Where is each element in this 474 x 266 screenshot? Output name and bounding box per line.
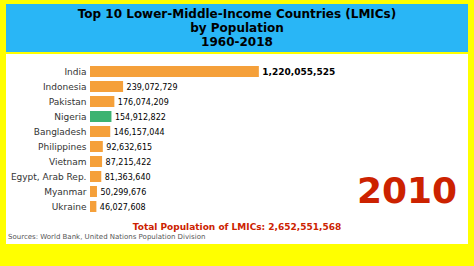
svg-text:92,632,615: 92,632,615 <box>106 143 152 152</box>
svg-text:Ukraine: Ukraine <box>52 202 87 212</box>
svg-text:50,299,676: 50,299,676 <box>100 188 146 197</box>
html-text:Top 10 Lower-Middle-Income Cou: Top 10 Lower-Middle-Income Countries (LM… <box>77 7 397 35</box>
html-text:Total Population of LMICs: 2,6: Total Population of LMICs: 2,652,551,568 <box>132 222 342 232</box>
svg-text:176,074,209: 176,074,209 <box>118 98 169 107</box>
svg-text:46,027,608: 46,027,608 <box>100 203 146 212</box>
svg-text:154,912,822: 154,912,822 <box>115 113 166 122</box>
svg-text:81,363,640: 81,363,640 <box>105 173 151 182</box>
html-text:Sources: World Bank, United Na: Sources: World Bank, United Nations Popu… <box>8 233 206 241</box>
svg-text:1,220,055,525: 1,220,055,525 <box>262 67 335 77</box>
html-text:2010: 2010 <box>356 170 458 211</box>
svg-text:India: India <box>64 67 86 77</box>
svg-text:Philippines: Philippines <box>38 142 87 152</box>
svg-text:Bangladesh: Bangladesh <box>34 127 87 137</box>
svg-text:Myanmar: Myanmar <box>44 187 87 197</box>
svg-text:Indonesia: Indonesia <box>43 82 87 92</box>
svg-text:Nigeria: Nigeria <box>54 112 86 122</box>
svg-text:Egypt, Arab Rep.: Egypt, Arab Rep. <box>11 172 87 182</box>
svg-text:Pakistan: Pakistan <box>49 97 87 107</box>
svg-text:Vietnam: Vietnam <box>49 157 87 167</box>
svg-text:239,072,729: 239,072,729 <box>127 83 178 92</box>
svg-text:87,215,422: 87,215,422 <box>106 158 152 167</box>
html-text:1960-2018: 1960-2018 <box>201 35 273 49</box>
svg-text:146,157,044: 146,157,044 <box>114 128 165 137</box>
